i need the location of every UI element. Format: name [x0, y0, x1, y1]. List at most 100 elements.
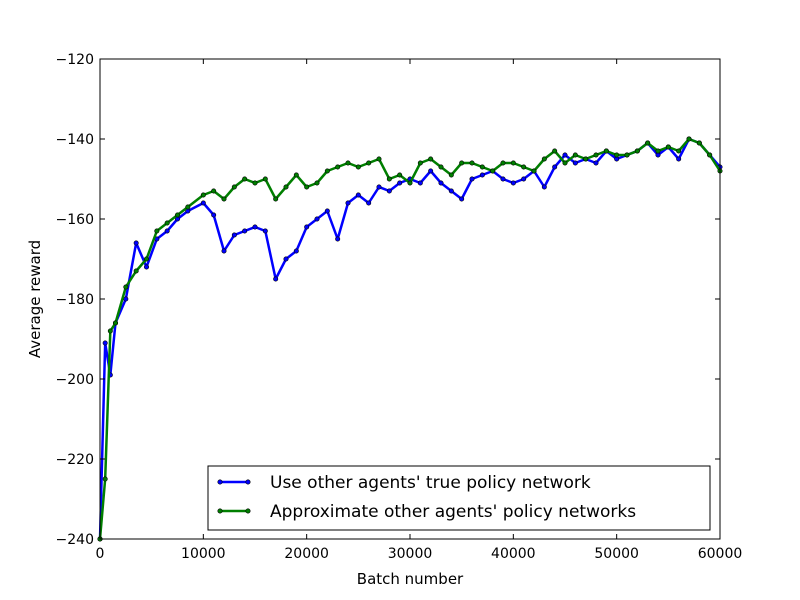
data-point-true-policy	[541, 184, 547, 190]
data-point-approximate-policy	[510, 160, 516, 166]
data-point-approximate-policy	[144, 256, 150, 262]
data-point-approximate-policy	[583, 156, 589, 162]
legend-marker-true-policy	[245, 479, 251, 485]
data-point-true-policy	[355, 192, 361, 198]
plot-background	[100, 59, 720, 539]
y-tick-label: −200	[56, 372, 94, 388]
data-point-true-policy	[428, 168, 434, 174]
data-point-approximate-policy	[417, 160, 423, 166]
data-point-approximate-policy	[490, 168, 496, 174]
data-point-approximate-policy	[252, 180, 258, 186]
data-point-true-policy	[386, 188, 392, 194]
data-point-approximate-policy	[707, 152, 713, 158]
data-point-approximate-policy	[469, 160, 475, 166]
data-point-approximate-policy	[676, 148, 682, 154]
data-point-true-policy	[469, 176, 475, 182]
data-point-true-policy	[144, 264, 150, 270]
data-point-true-policy	[552, 164, 558, 170]
data-point-approximate-policy	[428, 156, 434, 162]
data-point-true-policy	[521, 176, 527, 182]
data-point-approximate-policy	[102, 476, 108, 482]
data-point-approximate-policy	[665, 144, 671, 150]
data-point-approximate-policy	[603, 148, 609, 154]
data-point-approximate-policy	[345, 160, 351, 166]
data-point-true-policy	[200, 200, 206, 206]
legend-marker-true-policy	[217, 479, 223, 485]
legend-label-approximate-policy: Approximate other agents' policy network…	[270, 502, 636, 522]
data-point-approximate-policy	[655, 148, 661, 154]
data-point-true-policy	[324, 208, 330, 214]
data-point-true-policy	[676, 156, 682, 162]
data-point-approximate-policy	[531, 168, 537, 174]
data-point-approximate-policy	[335, 164, 341, 170]
data-point-true-policy	[345, 200, 351, 206]
data-point-true-policy	[273, 276, 279, 282]
data-point-true-policy	[252, 224, 258, 230]
data-point-approximate-policy	[500, 160, 506, 166]
y-tick-label: −240	[56, 532, 94, 548]
y-tick-label: −140	[56, 132, 94, 148]
data-point-approximate-policy	[283, 184, 289, 190]
x-tick-label: 30000	[388, 546, 433, 562]
data-point-approximate-policy	[123, 284, 129, 290]
data-point-true-policy	[366, 200, 372, 206]
data-point-approximate-policy	[293, 172, 299, 178]
data-point-approximate-policy	[273, 196, 279, 202]
data-point-approximate-policy	[593, 152, 599, 158]
data-point-approximate-policy	[407, 180, 413, 186]
data-point-approximate-policy	[154, 228, 160, 234]
data-point-approximate-policy	[562, 160, 568, 166]
y-tick-label: −180	[56, 292, 94, 308]
y-tick-label: −160	[56, 212, 94, 228]
data-point-true-policy	[262, 228, 268, 234]
data-point-approximate-policy	[304, 184, 310, 190]
data-point-approximate-policy	[366, 160, 372, 166]
data-point-approximate-policy	[107, 328, 113, 334]
data-point-approximate-policy	[242, 176, 248, 182]
x-tick-label: 20000	[284, 546, 329, 562]
data-point-approximate-policy	[614, 152, 620, 158]
data-point-approximate-policy	[185, 204, 191, 210]
legend-marker-approximate-policy	[245, 508, 251, 514]
data-point-true-policy	[293, 248, 299, 254]
data-point-approximate-policy	[221, 196, 227, 202]
legend-box	[207, 465, 711, 531]
data-point-approximate-policy	[211, 188, 217, 194]
data-point-true-policy	[417, 180, 423, 186]
data-point-true-policy	[438, 180, 444, 186]
data-point-approximate-policy	[459, 160, 465, 166]
x-axis-label: Batch number	[357, 570, 464, 588]
data-point-true-policy	[123, 296, 129, 302]
data-point-approximate-policy	[262, 176, 268, 182]
data-point-approximate-policy	[552, 148, 558, 154]
legend: Use other agents' true policy network Ap…	[207, 465, 711, 531]
data-point-true-policy	[500, 176, 506, 182]
data-point-true-policy	[231, 232, 237, 238]
y-tick-label: −120	[56, 52, 94, 68]
data-point-approximate-policy	[314, 180, 320, 186]
x-axis-ticks: 0 10000 20000 30000 40000 50000 60000	[96, 59, 743, 562]
data-point-true-policy	[459, 196, 465, 202]
y-axis-ticks: −240 −220 −200 −180 −160 −140 −120	[56, 52, 720, 548]
data-point-approximate-policy	[624, 152, 630, 158]
x-tick-label: 40000	[491, 546, 536, 562]
data-point-true-policy	[479, 172, 485, 178]
data-point-approximate-policy	[479, 164, 485, 170]
data-point-true-policy	[376, 184, 382, 190]
data-point-true-policy	[593, 160, 599, 166]
x-tick-label: 0	[96, 546, 105, 562]
x-tick-label: 60000	[698, 546, 743, 562]
data-point-approximate-policy	[397, 172, 403, 178]
data-point-approximate-policy	[696, 140, 702, 146]
data-point-true-policy	[510, 180, 516, 186]
data-point-approximate-policy	[164, 220, 170, 226]
data-point-approximate-policy	[231, 184, 237, 190]
data-point-true-policy	[211, 212, 217, 218]
data-point-true-policy	[335, 236, 341, 242]
data-point-true-policy	[448, 188, 454, 194]
data-point-approximate-policy	[200, 192, 206, 198]
data-point-approximate-policy	[324, 168, 330, 174]
data-point-true-policy	[397, 180, 403, 186]
data-point-true-policy	[133, 240, 139, 246]
data-point-approximate-policy	[113, 320, 119, 326]
